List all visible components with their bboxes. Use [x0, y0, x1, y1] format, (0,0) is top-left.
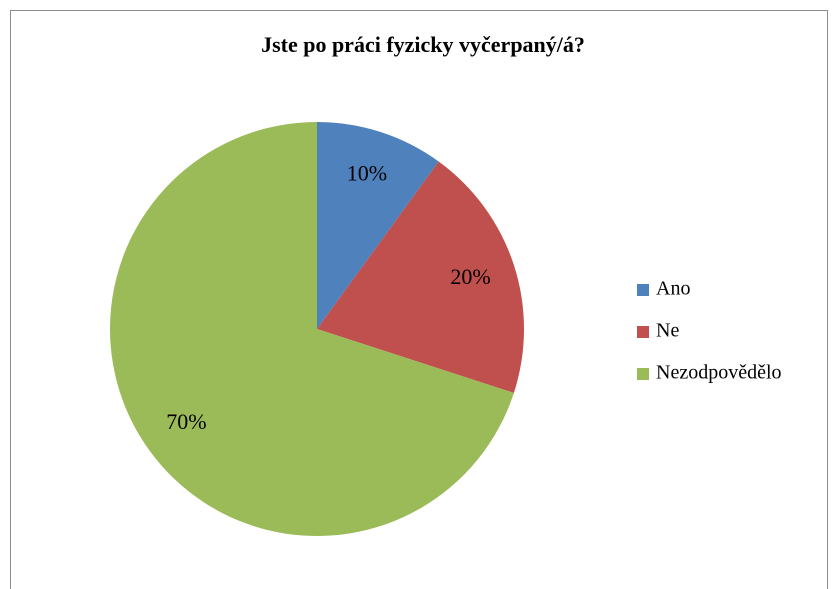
chart-title: Jste po práci fyzicky vyčerpaný/á? — [261, 32, 585, 57]
legend-swatch — [637, 284, 649, 296]
data-label: 10% — [347, 160, 387, 185]
pie-slice — [317, 122, 439, 329]
legend-swatch — [637, 368, 649, 380]
legend-label: Ano — [656, 278, 690, 300]
legend-swatch — [637, 326, 649, 338]
pie-slice — [110, 122, 514, 536]
legend-label: Ne — [656, 320, 679, 342]
pie-slice — [317, 161, 524, 393]
data-label: 20% — [450, 264, 490, 289]
legend-label: Nezodpovědělo — [656, 362, 782, 384]
data-label: 70% — [166, 409, 206, 434]
chart-border — [10, 10, 828, 589]
